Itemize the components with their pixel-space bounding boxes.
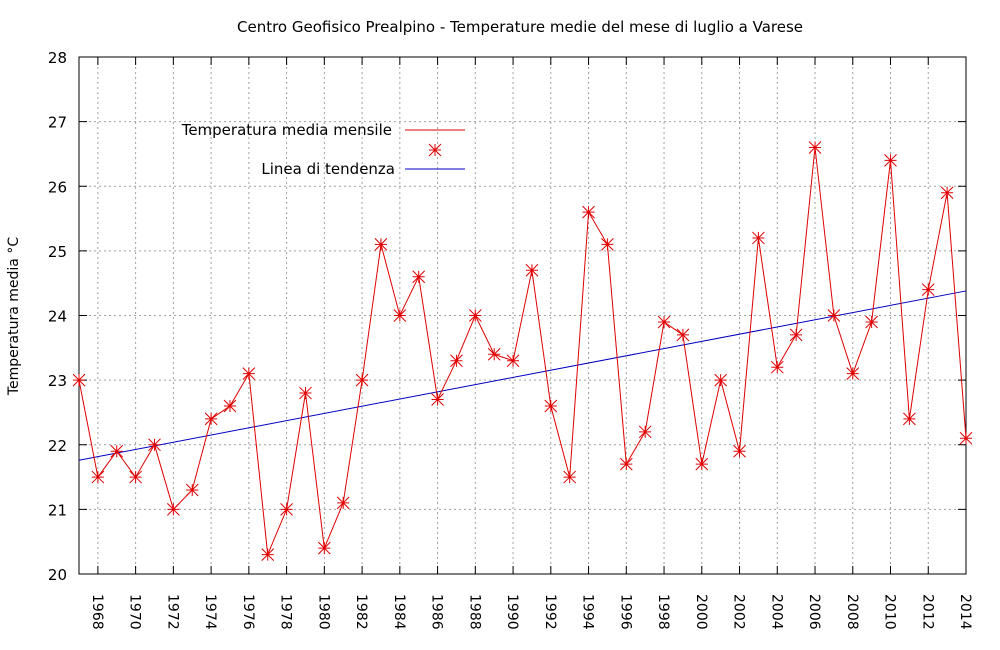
temperature-point-1991 bbox=[525, 263, 539, 277]
x-tick-label: 1990 bbox=[504, 594, 520, 630]
y-tick-label: 25 bbox=[48, 243, 67, 261]
legend-marker-asterisk bbox=[428, 143, 442, 157]
x-tick-label: 1982 bbox=[353, 594, 369, 630]
x-tick-label: 2012 bbox=[919, 594, 935, 630]
legend: Temperatura media mensile Linea di tende… bbox=[181, 121, 465, 178]
y-tick-label: 24 bbox=[48, 308, 67, 326]
temperature-series-line bbox=[78, 147, 967, 555]
x-tick-label: 1988 bbox=[466, 594, 482, 630]
y-tick-label: 23 bbox=[48, 372, 67, 390]
temperature-point-1973 bbox=[185, 483, 199, 497]
y-tick-label: 21 bbox=[48, 501, 67, 519]
x-tick-label: 1986 bbox=[429, 594, 445, 630]
x-tick-label: 2006 bbox=[806, 594, 822, 630]
x-tick-label: 2000 bbox=[693, 594, 709, 630]
temperature-point-1969 bbox=[110, 444, 124, 458]
temperature-point-2009 bbox=[865, 315, 878, 329]
temperature-point-1983 bbox=[374, 238, 388, 251]
temperature-point-1972 bbox=[167, 503, 180, 516]
temperature-point-1968 bbox=[91, 470, 105, 484]
temperature-point-2010 bbox=[884, 154, 897, 167]
y-tick-label: 27 bbox=[48, 114, 67, 132]
temperature-point-1987 bbox=[450, 354, 463, 368]
temperature-point-2003 bbox=[752, 231, 765, 245]
x-tick-label: 1992 bbox=[542, 594, 558, 630]
temperature-point-2007 bbox=[827, 309, 841, 322]
trend-line bbox=[78, 290, 967, 461]
axis-ticks: 20 21 22 23 24 25 26 27 28 1968 1970 1972 1974 1976 19… bbox=[48, 49, 973, 630]
legend-label-linea-di-tendenza: Linea di tendenza bbox=[261, 160, 395, 178]
temperature-point-1982 bbox=[355, 373, 369, 387]
x-tick-label: 1984 bbox=[391, 594, 407, 630]
temperature-point-2002 bbox=[733, 444, 746, 458]
x-tick-label: 1978 bbox=[278, 594, 294, 630]
legend-asterisk-icon bbox=[428, 143, 442, 157]
temperature-point-2013 bbox=[940, 186, 954, 200]
temperature-point-1971 bbox=[148, 438, 161, 452]
temperature-point-1970 bbox=[129, 470, 142, 484]
x-tick-label: 2002 bbox=[731, 594, 747, 630]
temperature-point-1992 bbox=[544, 399, 558, 413]
temperature-point-1985 bbox=[412, 270, 426, 284]
temperature-point-2011 bbox=[903, 412, 916, 426]
x-tick-label: 1970 bbox=[127, 594, 143, 630]
temperature-point-1984 bbox=[393, 309, 407, 322]
chart-title: Centro Geofisico Prealpino - Temperature… bbox=[237, 18, 803, 36]
x-tick-label: 1976 bbox=[240, 594, 256, 630]
temperature-point-1995 bbox=[601, 238, 614, 251]
temperature-point-2004 bbox=[770, 360, 784, 374]
x-tick-label: 2004 bbox=[768, 594, 784, 630]
x-tick-label: 2014 bbox=[957, 594, 973, 630]
temperature-point-2014 bbox=[959, 431, 973, 445]
temperature-point-1993 bbox=[563, 470, 577, 484]
temperature-point-1996 bbox=[619, 457, 633, 471]
temperature-point-1979 bbox=[299, 386, 312, 400]
x-tick-label: 1968 bbox=[89, 594, 105, 630]
temperature-point-1998 bbox=[657, 315, 671, 329]
temperature-point-1999 bbox=[676, 328, 690, 342]
legend-label-temperatura-media-mensile: Temperatura media mensile bbox=[181, 121, 392, 139]
temperature-point-1990 bbox=[506, 354, 520, 368]
x-tick-label: 2008 bbox=[844, 594, 860, 630]
x-tick-label: 1998 bbox=[655, 594, 671, 630]
temperature-point-2001 bbox=[714, 373, 728, 387]
temperature-point-1975 bbox=[223, 399, 237, 413]
y-tick-label: 28 bbox=[48, 49, 67, 67]
temperature-point-1980 bbox=[317, 541, 331, 555]
temperature-point-1994 bbox=[582, 205, 595, 219]
temperature-point-1989 bbox=[487, 347, 501, 361]
temperature-point-2008 bbox=[846, 367, 860, 381]
x-tick-label: 1996 bbox=[617, 594, 633, 630]
temperature-point-1988 bbox=[468, 309, 482, 322]
temperature-point-2012 bbox=[921, 283, 935, 297]
temperature-point-1974 bbox=[204, 412, 218, 426]
temperature-point-1976 bbox=[242, 367, 256, 381]
temperature-point-1981 bbox=[336, 496, 350, 510]
x-tick-label: 1974 bbox=[202, 594, 218, 630]
x-tick-label: 2010 bbox=[882, 594, 898, 630]
temperature-point-1967 bbox=[72, 373, 86, 387]
y-tick-label: 22 bbox=[48, 437, 67, 455]
temperature-point-1978 bbox=[280, 503, 293, 516]
y-tick-label: 26 bbox=[48, 178, 67, 196]
x-tick-label: 1972 bbox=[164, 594, 180, 630]
temperature-point-2005 bbox=[789, 328, 803, 342]
temperature-point-1997 bbox=[638, 425, 652, 439]
y-tick-label: 20 bbox=[48, 566, 67, 584]
temperature-point-1977 bbox=[261, 548, 275, 561]
temperature-point-2000 bbox=[695, 457, 709, 471]
series-layer bbox=[72, 141, 973, 561]
x-tick-label: 1980 bbox=[315, 594, 331, 630]
temperature-point-2006 bbox=[808, 141, 822, 154]
y-axis-title: Temperatura media °C bbox=[6, 237, 22, 396]
x-tick-label: 1994 bbox=[580, 594, 596, 630]
temperature-point-1986 bbox=[431, 393, 444, 406]
